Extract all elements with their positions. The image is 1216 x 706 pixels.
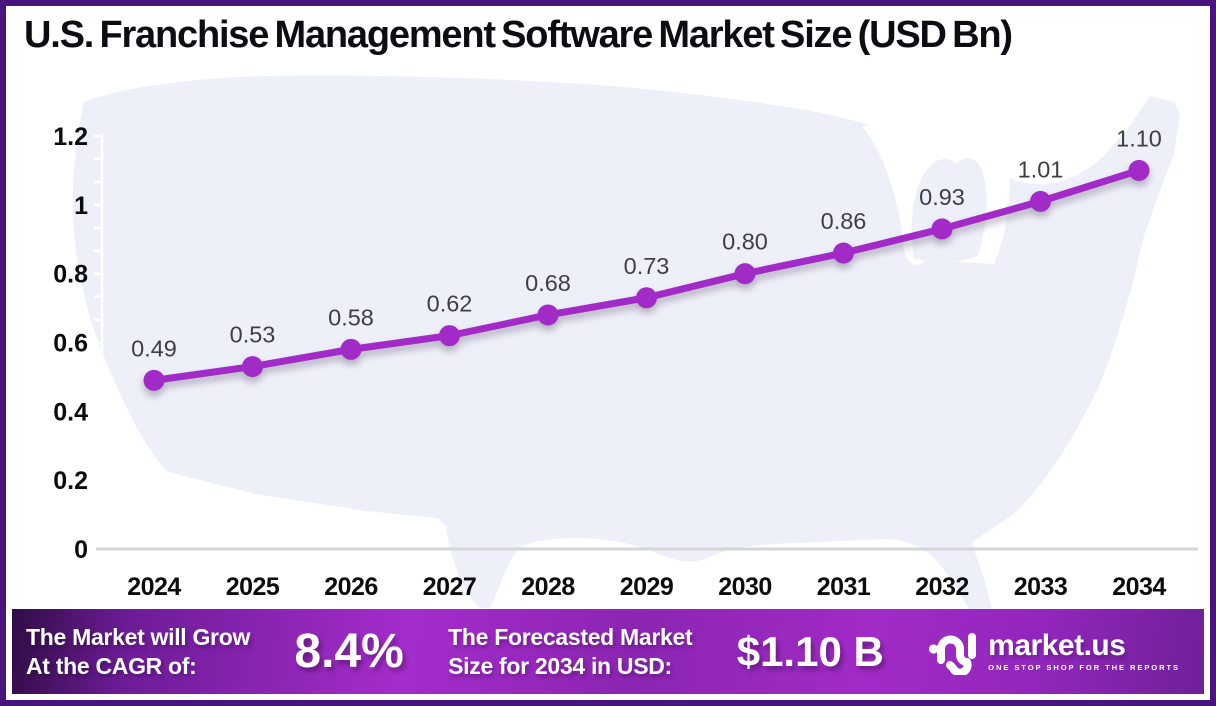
data-point-label: 0.73 <box>624 253 670 279</box>
data-point-label: 0.62 <box>427 291 473 317</box>
data-point-marker <box>143 369 165 391</box>
data-point-marker <box>931 218 953 240</box>
data-point-label: 1.10 <box>1116 125 1162 151</box>
logo-text-block: market.us ONE STOP SHOP FOR THE REPORTS <box>988 629 1180 673</box>
us-map-silhouette <box>72 75 1181 627</box>
series-group <box>143 159 1150 391</box>
data-point-label: 0.93 <box>919 184 965 210</box>
cagr-label-line2: At the CAGR of: <box>26 652 197 679</box>
market-size-line-chart: 0 0.2 0.4 0.6 0.8 1 1.2 2024 2025 2026 2027 2028 202… <box>53 123 1198 601</box>
data-point-label: 0.53 <box>230 322 276 348</box>
data-point-label: 0.86 <box>821 208 867 234</box>
data-point-label: 1.01 <box>1018 156 1064 182</box>
data-point-marker <box>537 304 559 326</box>
data-point-label: 0.49 <box>131 335 177 361</box>
cagr-label-line1: The Market will Grow <box>26 623 251 650</box>
data-point-label: 0.68 <box>525 270 571 296</box>
cagr-label: The Market will Grow At the CAGR of: <box>26 623 250 681</box>
y-tick-label: 0.8 <box>53 261 88 289</box>
x-tick-label: 2029 <box>620 573 674 601</box>
y-tick-label: 1.2 <box>53 123 88 151</box>
forecast-label-line2: Size for 2034 in USD: <box>448 652 672 679</box>
market-us-logo: market.us ONE STOP SHOP FOR THE REPORTS <box>928 629 1180 675</box>
y-tick-label: 0.6 <box>53 330 88 358</box>
x-tick-label: 2026 <box>324 573 378 601</box>
data-point-label: 0.58 <box>328 304 374 330</box>
data-point-marker <box>1128 159 1150 181</box>
data-point-marker <box>833 242 854 264</box>
michigan-silhouette <box>911 158 987 263</box>
data-point-marker <box>734 263 756 285</box>
forecast-value: $1.10 B <box>736 627 884 675</box>
y-tick-label: 0.2 <box>53 467 88 495</box>
x-tick-label: 2034 <box>1112 573 1166 601</box>
x-tick-label: 2031 <box>817 573 871 601</box>
forecast-label: The Forecasted Market Size for 2034 in U… <box>448 623 693 681</box>
chart-title: U.S. Franchise Management Software Marke… <box>24 14 1013 56</box>
x-tick-label: 2033 <box>1014 573 1068 601</box>
cagr-value: 8.4% <box>294 625 404 678</box>
logo-tagline: ONE STOP SHOP FOR THE REPORTS <box>988 663 1180 672</box>
x-tick-label: 2027 <box>423 573 477 601</box>
x-tick-label: 2025 <box>226 573 280 601</box>
data-point-marker <box>439 325 460 347</box>
market-us-logo-icon <box>929 632 977 675</box>
y-tick-label: 1 <box>74 192 88 220</box>
data-point-marker <box>340 338 362 360</box>
footer-banner: The Market will Grow At the CAGR of: 8.4… <box>12 609 1204 694</box>
data-point-marker <box>636 287 657 309</box>
x-tick-label: 2028 <box>521 573 575 601</box>
x-tick-label: 2030 <box>718 573 772 601</box>
data-point-marker <box>242 356 263 378</box>
x-tick-label: 2032 <box>915 573 969 601</box>
logo-wordmark: market.us <box>988 629 1126 662</box>
y-tick-label: 0.4 <box>53 398 88 426</box>
y-tick-label: 0 <box>74 536 88 564</box>
x-tick-label: 2024 <box>127 573 181 601</box>
forecast-label-line1: The Forecasted Market <box>448 623 693 650</box>
data-point-label: 0.80 <box>722 229 768 255</box>
data-point-marker <box>1030 190 1051 212</box>
